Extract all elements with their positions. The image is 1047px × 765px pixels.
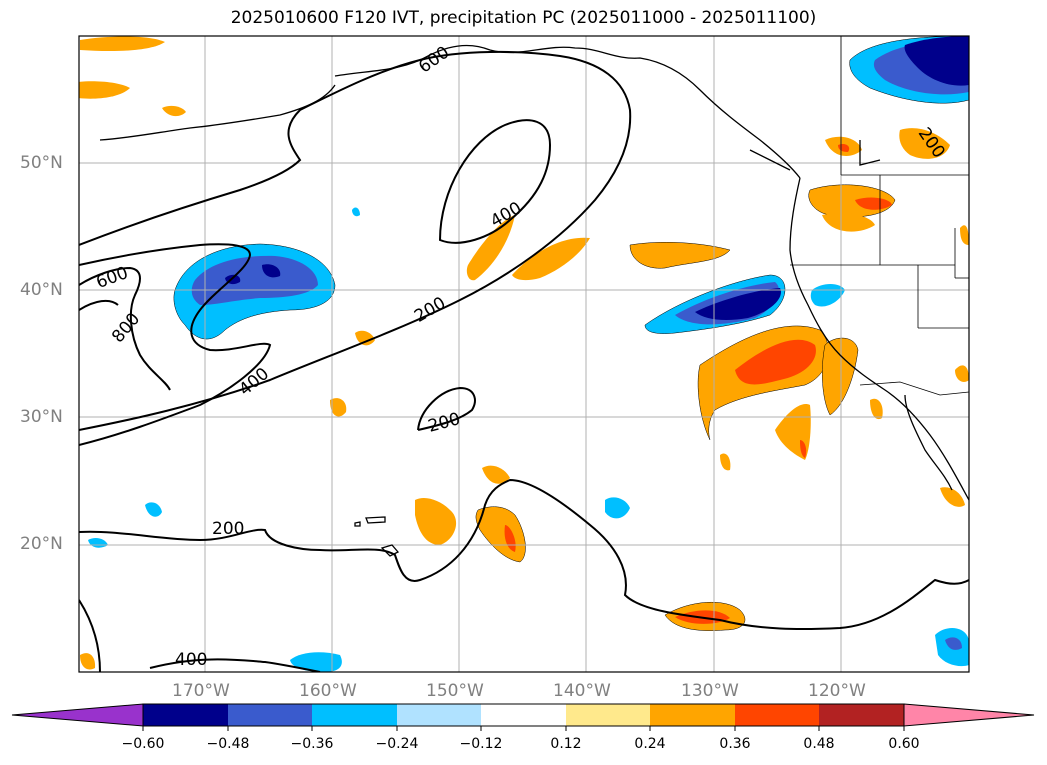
borders [790,36,969,396]
map-title: 2025010600 F120 IVT, precipitation PC (2… [230,8,817,28]
lat-label: 40°N [20,280,63,300]
colorbar-extend-high [903,703,1035,727]
colorbar-tick-label: −0.60 [121,736,165,752]
colorbar-bin [735,704,819,726]
colorbar-tick-label: −0.24 [375,736,419,752]
lat-label: 50°N [20,153,63,173]
lon-label: 120°W [808,681,866,701]
colorbar-tick-label: 0.60 [888,736,920,752]
lon-label: 140°W [553,681,611,701]
negative-precip-shading [88,36,969,672]
contour-label: 200 [212,519,245,539]
colorbar-bin [481,704,566,726]
lon-label: 130°W [681,681,739,701]
colorbar-extend-low [11,703,144,727]
colorbar-bin [650,704,735,726]
colorbar-bin [397,704,481,726]
colorbar-bin [228,704,312,726]
ivt-contours [79,50,969,672]
lon-label: 150°W [426,681,484,701]
lon-label: 170°W [172,681,230,701]
map-frame [78,35,970,673]
colorbar-bin [312,704,397,726]
colorbar-tick-label: 0.24 [634,736,666,752]
lat-label: 20°N [20,534,63,554]
colorbar-bin [143,704,228,726]
colorbar-bin [566,704,650,726]
lon-label: 160°W [299,681,357,701]
colorbar-ticks [142,726,905,731]
colorbar-tick-label: −0.48 [206,736,250,752]
colorbar-bin [819,704,904,726]
positive-precip-shading [79,36,969,670]
graticule [79,36,969,672]
colorbar-tick-label: 0.12 [550,736,582,752]
colorbar-frame [142,703,905,727]
colorbar-tick-label: −0.12 [459,736,503,752]
colorbar-tick-label: 0.48 [803,736,835,752]
contour-label: 400 [175,650,208,670]
colorbar-tick-label: 0.36 [719,736,751,752]
lat-label: 30°N [20,407,63,427]
colorbar-tick-label: −0.36 [290,736,334,752]
map-layers [79,36,969,672]
colorbar [11,703,1035,731]
